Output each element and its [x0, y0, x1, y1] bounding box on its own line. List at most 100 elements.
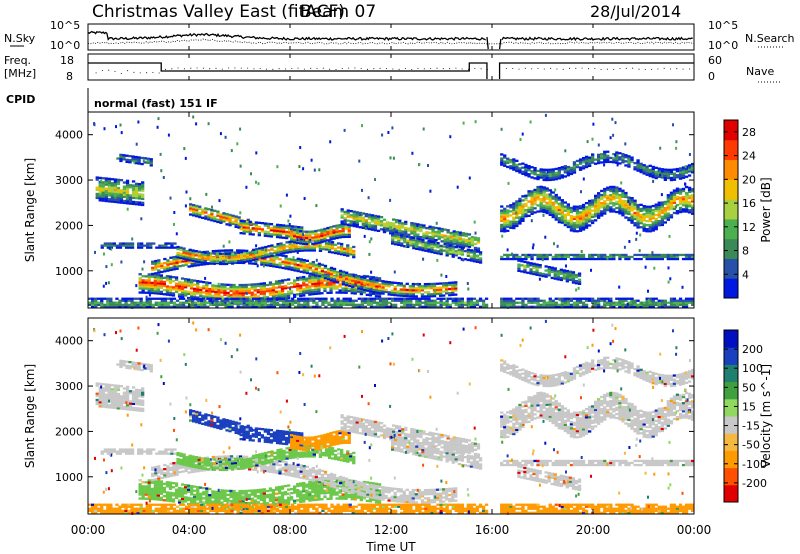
power-cell [594, 299, 598, 302]
power-cell [393, 270, 396, 274]
power-cell [308, 266, 312, 269]
power-cell [258, 247, 262, 250]
power-cell [339, 301, 343, 304]
power-cell [536, 194, 540, 197]
power-cell [323, 289, 327, 293]
power-cell [378, 303, 383, 306]
power-cell [145, 301, 149, 304]
power-cell [342, 303, 346, 306]
power-cell [314, 288, 318, 291]
power-cell [660, 203, 664, 206]
power-cell [524, 202, 528, 206]
power-cell [524, 198, 528, 201]
power-cell [184, 280, 188, 283]
power-cell [314, 278, 318, 281]
power-cell [144, 281, 148, 284]
power-cell [326, 279, 330, 282]
power-cell [473, 220, 476, 224]
power-cell [340, 214, 344, 217]
power-cell [422, 226, 426, 229]
power-cell [227, 305, 231, 308]
power-cell [524, 204, 528, 208]
power-cell [437, 231, 441, 234]
power-cell [366, 297, 371, 300]
power-cell [293, 263, 297, 266]
power-cell [311, 271, 315, 274]
power-cell [651, 301, 655, 304]
power-cell [140, 162, 144, 166]
power-cell [169, 305, 174, 308]
velocity-cell [107, 406, 111, 409]
power-cell [524, 163, 528, 167]
power-cell [615, 196, 619, 199]
power-cell [611, 117, 614, 121]
power-cell [278, 297, 283, 300]
power-cell [367, 223, 372, 227]
power-cell [185, 254, 189, 257]
power-cell [551, 201, 555, 204]
power-cell [267, 255, 271, 258]
power-cell [648, 226, 652, 229]
power-cell [299, 242, 303, 245]
power-cell [666, 305, 670, 308]
power-cell [518, 197, 522, 201]
power-cell [411, 293, 415, 296]
power-cell [296, 250, 299, 254]
power-cell [112, 305, 116, 308]
power-cell [281, 236, 286, 239]
power-cell [565, 280, 569, 283]
power-cell [651, 204, 655, 208]
power-cell [167, 242, 171, 245]
power-cell [151, 297, 155, 300]
power-cell [645, 211, 649, 214]
power-cell [276, 249, 280, 252]
power-cell [239, 232, 243, 235]
power-cell [451, 281, 455, 284]
velocity-cell [104, 389, 108, 392]
power-cell [196, 282, 200, 285]
power-cell [398, 229, 402, 233]
power-cell [509, 167, 513, 170]
power-cell [569, 170, 574, 173]
power-cell [379, 222, 384, 225]
power-cell [502, 228, 505, 232]
power-cell [274, 286, 279, 289]
power-cell [230, 297, 234, 300]
power-cell [118, 303, 122, 306]
power-cell [346, 209, 350, 212]
power-cell [236, 259, 240, 262]
power-cell [432, 286, 437, 290]
power-cell [128, 194, 133, 197]
power-cell [164, 242, 168, 245]
power-cell [215, 301, 219, 304]
power-cell [609, 210, 613, 213]
power-cell [527, 190, 531, 193]
power-cell [232, 290, 236, 293]
power-cell [618, 257, 622, 261]
power-cell [308, 230, 312, 233]
power-cell [352, 222, 356, 226]
power-cell [575, 255, 580, 259]
power-cell [630, 213, 634, 216]
power-cell [343, 247, 347, 250]
velocity-cell [116, 407, 121, 410]
power-cell [621, 193, 625, 196]
power-cell [362, 285, 366, 288]
power-cell [309, 249, 313, 252]
power-cell [557, 173, 561, 176]
power-cell [122, 191, 127, 194]
power-cell [302, 271, 306, 274]
velocity-cell [104, 383, 108, 386]
power-cell [400, 301, 404, 304]
power-cell [176, 252, 180, 255]
power-cell [456, 185, 459, 189]
power-cell [521, 219, 525, 222]
power-cell [421, 240, 425, 244]
power-cell [448, 252, 452, 256]
power-cell [278, 226, 283, 229]
power-cell [472, 301, 477, 304]
power-cell [597, 303, 601, 306]
power-cell [224, 256, 229, 259]
power-cell [648, 253, 652, 257]
power-cell [168, 279, 173, 282]
